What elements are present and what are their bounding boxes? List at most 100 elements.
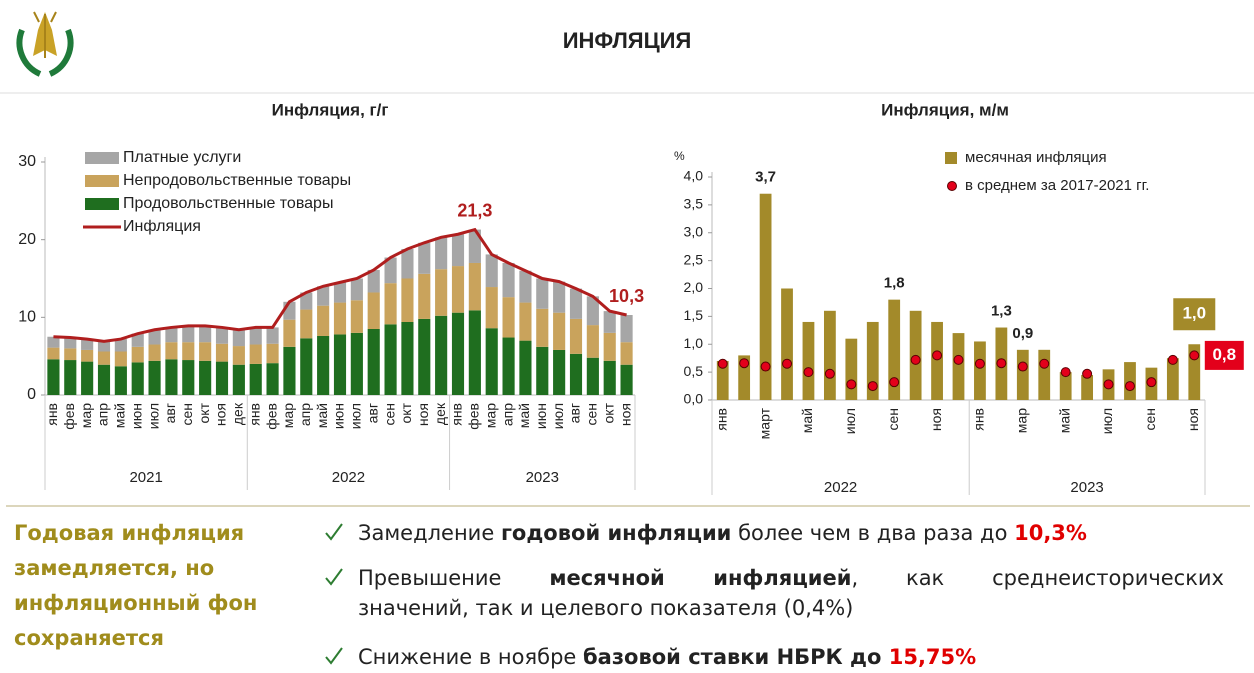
bar bbox=[47, 359, 60, 395]
dot bbox=[953, 354, 964, 365]
dot bbox=[974, 358, 985, 369]
value-label-box bbox=[1203, 339, 1245, 371]
line bbox=[53, 227, 627, 343]
bullet-text: Снижение в ноябре bbox=[358, 645, 583, 669]
bar bbox=[300, 338, 313, 395]
bar bbox=[435, 315, 448, 395]
dot bbox=[1082, 368, 1093, 379]
logo bbox=[16, 11, 74, 77]
x-tick-label: апр bbox=[95, 403, 111, 426]
bar bbox=[97, 351, 111, 365]
bar bbox=[553, 349, 566, 395]
bar bbox=[502, 297, 515, 338]
x-tick-label: июл bbox=[348, 403, 364, 429]
y-tick-label: 4,0 bbox=[684, 168, 704, 184]
x-tick-label: сен bbox=[885, 408, 901, 431]
x-tick-label: окт bbox=[196, 402, 212, 423]
x-tick-label: ноя bbox=[928, 408, 944, 431]
bar bbox=[1059, 372, 1072, 400]
bullet-text: 10,3% bbox=[1014, 521, 1087, 545]
bullet-text: более чем в два раза до bbox=[731, 521, 1015, 545]
bar bbox=[131, 362, 144, 395]
value-label: 3,7 bbox=[755, 169, 776, 186]
bar bbox=[249, 327, 262, 345]
bullet-text: Превышение bbox=[358, 566, 550, 590]
value-label: 0,8 bbox=[1212, 345, 1236, 364]
bar bbox=[215, 327, 229, 344]
group-label: 2023 bbox=[1070, 479, 1103, 496]
x-tick-label: март bbox=[756, 407, 772, 439]
x-tick-label: мар bbox=[1014, 408, 1030, 433]
bar bbox=[586, 357, 599, 395]
bar bbox=[781, 288, 793, 400]
dot bbox=[910, 354, 921, 365]
bar bbox=[435, 269, 448, 316]
x-tick-label: ноя bbox=[1185, 408, 1201, 431]
bar bbox=[165, 327, 178, 343]
bar bbox=[603, 360, 616, 395]
x-tick-label: ноя bbox=[617, 403, 633, 426]
x-tick-label: июн bbox=[331, 403, 347, 429]
bar bbox=[350, 332, 363, 395]
bar bbox=[232, 364, 245, 395]
dot bbox=[1017, 361, 1028, 372]
bar bbox=[620, 342, 633, 365]
bar bbox=[81, 339, 94, 350]
y-tick-label: 0,5 bbox=[684, 363, 704, 379]
x-tick-label: сен bbox=[1142, 408, 1158, 431]
bar bbox=[131, 333, 144, 347]
bar bbox=[536, 308, 549, 347]
x-tick-label: авг bbox=[364, 403, 380, 423]
dot bbox=[996, 358, 1007, 369]
x-tick-label: окт bbox=[398, 402, 414, 423]
dot bbox=[889, 377, 900, 388]
legend-label: Платные услуги bbox=[123, 149, 241, 166]
x-tick-label: фев bbox=[263, 403, 279, 430]
x-tick-label: сен bbox=[179, 403, 195, 426]
value-label: 21,3 bbox=[457, 200, 492, 220]
bar bbox=[199, 325, 212, 343]
bar bbox=[333, 302, 347, 335]
bar bbox=[64, 348, 77, 361]
bar bbox=[620, 315, 633, 343]
y-tick-label: 0,0 bbox=[684, 391, 704, 407]
bar bbox=[888, 299, 901, 400]
y-tick-label: 2,5 bbox=[684, 251, 704, 267]
x-tick-label: янв bbox=[713, 408, 729, 431]
value-label: 1,3 bbox=[991, 302, 1012, 319]
x-tick-label: ноя bbox=[415, 403, 431, 426]
bar bbox=[317, 286, 330, 306]
bullet-text: 15,75% bbox=[888, 645, 977, 669]
x-tick-label: дек bbox=[432, 402, 448, 425]
bar bbox=[738, 355, 751, 400]
y-tick-label: 2,0 bbox=[684, 279, 704, 295]
bar bbox=[266, 363, 279, 395]
summary-line: сохраняется bbox=[14, 626, 164, 650]
y-tick-label: 10 bbox=[18, 309, 36, 326]
bar bbox=[1124, 362, 1136, 400]
value-label: 0,9 bbox=[1012, 325, 1033, 342]
chart-title: Инфляция, г/г bbox=[272, 100, 389, 119]
bar bbox=[468, 262, 481, 311]
x-tick-label: апр bbox=[297, 403, 313, 426]
bar bbox=[300, 309, 313, 339]
summary: Годовая инфляция замедляется, но инфляцион… bbox=[14, 516, 257, 656]
group-label: 2021 bbox=[129, 469, 162, 486]
bar bbox=[519, 270, 532, 303]
bar bbox=[569, 288, 583, 319]
bar bbox=[384, 257, 397, 284]
legend-swatch bbox=[85, 152, 119, 164]
value-label-box bbox=[1173, 298, 1216, 331]
bar bbox=[451, 234, 465, 267]
bar bbox=[165, 342, 178, 360]
bar bbox=[317, 335, 330, 395]
legend-swatch bbox=[945, 152, 957, 164]
y-tick-label: 3,5 bbox=[684, 196, 704, 212]
dot bbox=[846, 379, 857, 390]
bar bbox=[451, 312, 465, 395]
bar bbox=[266, 327, 279, 344]
bar bbox=[1166, 358, 1179, 400]
x-tick-label: фев bbox=[466, 403, 482, 430]
bar bbox=[249, 344, 262, 364]
bar bbox=[249, 363, 262, 395]
